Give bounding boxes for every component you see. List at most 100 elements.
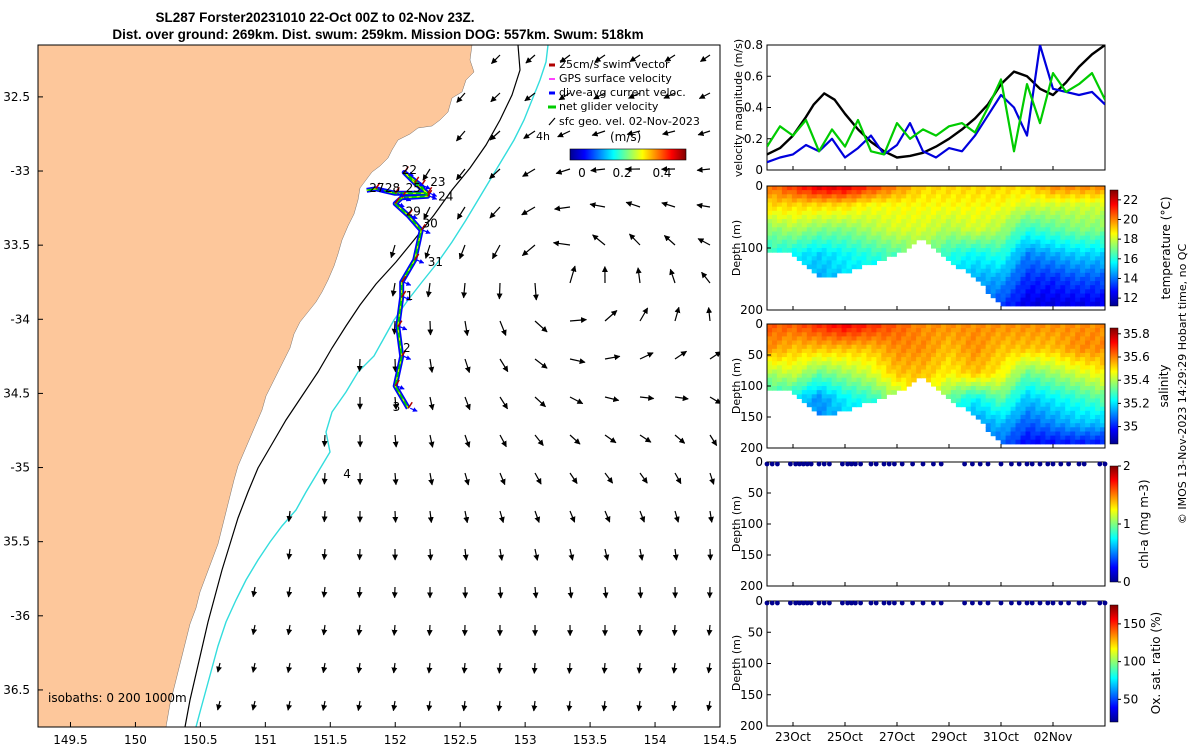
field-cell (980, 190, 987, 195)
sample-point (977, 461, 983, 467)
field-cell (772, 243, 778, 249)
field-cell (931, 369, 937, 375)
field-cell (851, 402, 858, 408)
field-cell (916, 328, 922, 333)
field-cell (876, 256, 882, 261)
field-cell (881, 194, 887, 199)
field-cell (1045, 402, 1051, 408)
field-cell (796, 214, 803, 220)
field-cell (990, 414, 997, 420)
field-cell (1000, 248, 1007, 253)
field-cell (806, 252, 813, 257)
field-cell (811, 348, 818, 354)
field-cell (767, 219, 773, 224)
current-arrow (428, 434, 435, 448)
field-cell (851, 223, 858, 228)
field-cell (1005, 293, 1012, 299)
field-cell (1080, 344, 1086, 350)
sample-point (931, 461, 936, 467)
field-cell (1010, 194, 1017, 199)
field-cell (941, 227, 947, 232)
field-cell (1000, 227, 1007, 232)
field-cell (965, 252, 972, 257)
field-cell (1035, 260, 1041, 266)
field-cell (791, 202, 798, 208)
field-cell (1030, 402, 1036, 408)
field-cell (955, 214, 962, 220)
field-cell (1065, 264, 1071, 270)
field-cell (1030, 365, 1036, 370)
field-cell (861, 365, 867, 370)
field-cell (1025, 202, 1032, 208)
day-label: 27 (369, 181, 384, 195)
field-cell (1050, 419, 1056, 424)
field-cell (821, 210, 828, 216)
field-cell (856, 365, 863, 370)
field-cell (926, 373, 932, 379)
field-cell (1045, 264, 1051, 270)
field-cell (1090, 239, 1096, 245)
field-cell (985, 210, 992, 216)
field-cell (1035, 427, 1041, 432)
field-cell (1020, 231, 1027, 237)
field-cell (831, 398, 838, 404)
field-cell (1100, 202, 1105, 208)
field-cell (1020, 324, 1027, 329)
field-cell (945, 394, 952, 399)
field-cell (936, 198, 942, 204)
field-cell (1025, 293, 1032, 299)
sample-point (1058, 600, 1064, 606)
sample-point (775, 600, 780, 606)
field-cell (1000, 419, 1007, 424)
sample-point (853, 600, 858, 606)
field-cell (856, 361, 863, 366)
field-cell (906, 186, 912, 191)
field-cell (821, 328, 828, 333)
field-cell (1060, 423, 1066, 428)
field-cell (965, 386, 972, 391)
field-cell (1040, 324, 1046, 329)
field-cell (1030, 390, 1036, 395)
field-cell (1065, 348, 1071, 354)
field-cell (1035, 336, 1041, 342)
field-cell (767, 198, 773, 204)
field-cell (1090, 202, 1096, 208)
field-cell (911, 210, 917, 216)
field-cell (831, 194, 838, 199)
field-cell (1085, 324, 1091, 329)
field-cell (1045, 260, 1051, 266)
field-cell (826, 332, 833, 337)
field-cell (1040, 431, 1046, 437)
field-cell (970, 344, 977, 350)
field-cell (911, 214, 917, 220)
field-cell (1065, 272, 1071, 278)
map-ytick-label: -35 (10, 461, 30, 475)
field-cell (1025, 239, 1032, 245)
field-cell (886, 223, 892, 228)
current-arrow (697, 130, 711, 137)
field-cell (1055, 332, 1061, 337)
current-arrow (709, 434, 718, 447)
field-cell (846, 227, 853, 232)
field-cell (985, 256, 992, 261)
field-cell (767, 328, 773, 333)
field-cell (806, 190, 813, 195)
field-cell (1085, 336, 1091, 342)
field-cell (811, 386, 818, 391)
field-cell (1055, 202, 1061, 208)
field-cell (1035, 357, 1041, 362)
field-cell (1070, 276, 1076, 282)
field-cell (826, 248, 833, 253)
field-cell (955, 223, 962, 228)
field-cell (1020, 235, 1027, 241)
sample-point (881, 600, 887, 606)
field-cell (1095, 252, 1101, 257)
field-cell (1065, 414, 1071, 420)
field-cell (856, 373, 863, 379)
field-cell (781, 235, 788, 241)
field-cell (821, 219, 828, 224)
field-cell (1100, 268, 1105, 274)
sample-point (849, 461, 854, 467)
field-cell (841, 252, 848, 257)
field-cell (955, 243, 962, 249)
